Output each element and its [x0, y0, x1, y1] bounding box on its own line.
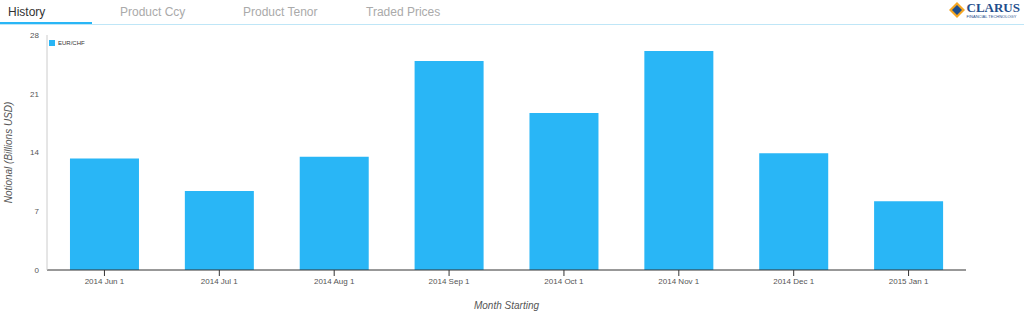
- svg-text:21: 21: [30, 90, 39, 99]
- svg-text:2014 Nov 1: 2014 Nov 1: [658, 277, 699, 286]
- svg-text:2014 Jul 1: 2014 Jul 1: [201, 277, 238, 286]
- svg-text:2014 Dec 1: 2014 Dec 1: [773, 277, 814, 286]
- html-text:FINANCIAL TECHNOLOGY: FINANCIAL TECHNOLOGY: [966, 14, 1017, 19]
- svg-text:0: 0: [35, 266, 40, 275]
- svg-text:14: 14: [30, 148, 39, 157]
- svg-text:2014 Sep 1: 2014 Sep 1: [429, 277, 470, 286]
- html-text:CLARUS: CLARUS: [966, 0, 1020, 15]
- svg-text:2014 Jun 1: 2014 Jun 1: [85, 277, 125, 286]
- html-text:History: History: [8, 5, 46, 19]
- svg-text:2015 Jan 1: 2015 Jan 1: [889, 277, 929, 286]
- html-text:Traded Prices: Traded Prices: [366, 5, 441, 19]
- svg-text:Notional (Billions USD): Notional (Billions USD): [8, 102, 14, 204]
- svg-text:28: 28: [30, 31, 39, 40]
- html-text:Product Tenor: Product Tenor: [243, 5, 318, 19]
- svg-text:2014 Oct 1: 2014 Oct 1: [544, 277, 584, 286]
- svg-text:7: 7: [35, 207, 40, 216]
- svg-text:Month Starting: Month Starting: [474, 300, 539, 311]
- svg-text:2014 Aug 1: 2014 Aug 1: [314, 277, 355, 286]
- html-text:EUR/CHF: EUR/CHF: [58, 39, 85, 46]
- html-text:Product Ccy: Product Ccy: [120, 5, 186, 19]
